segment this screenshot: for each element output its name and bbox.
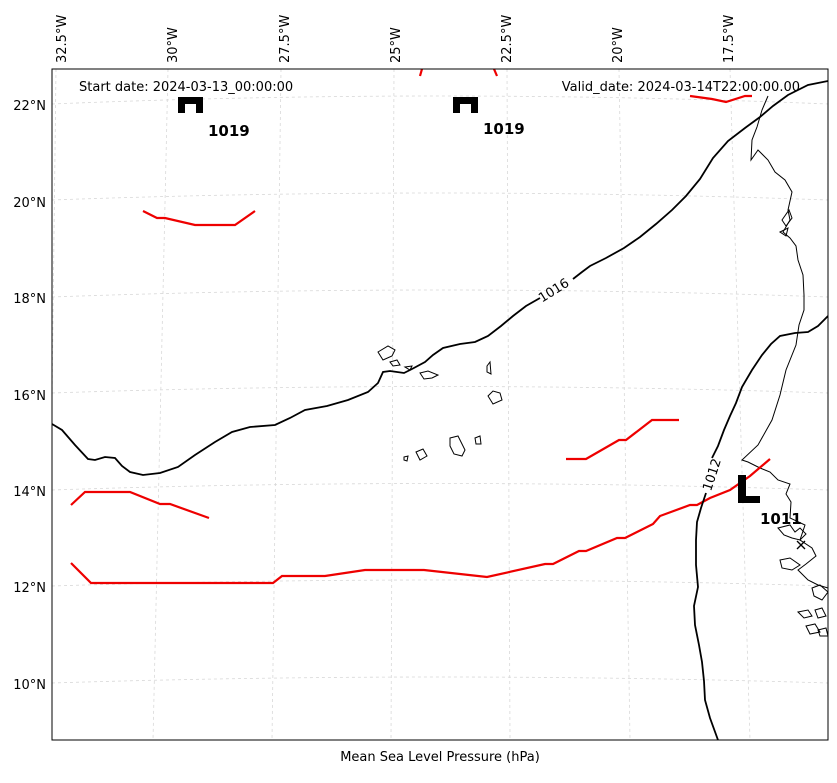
- island-sal: [486, 360, 492, 375]
- isobar-1016-label: 1016: [536, 276, 572, 306]
- lon-label: 27.5°W: [278, 15, 293, 63]
- lat-label: 18°N: [13, 292, 46, 307]
- valid-date: Valid_date: 2024-03-14T22:00:00.00: [562, 80, 800, 95]
- red-lines: [70, 69, 771, 585]
- cross-marker: [796, 540, 806, 550]
- longitude-labels: 32.5°W 30°W 27.5°W 25°W 22.5°W 20°W 17.5…: [55, 15, 737, 63]
- low-pressure-center: 1011: [738, 475, 802, 528]
- lat-label: 20°N: [13, 196, 46, 211]
- start-date: Start date: 2024-03-13_00:00:00: [79, 80, 293, 95]
- red-line: [70, 490, 210, 520]
- lon-label: 25°W: [389, 27, 404, 63]
- island-sao-nicolau: [403, 365, 413, 371]
- pressure-value: 1019: [483, 120, 525, 138]
- africa-coastline: [781, 208, 793, 227]
- island-maio: [474, 435, 482, 445]
- pressure-value: 1011: [760, 510, 802, 528]
- meridian-line: [729, 69, 751, 740]
- high-symbol: [453, 97, 478, 113]
- high-symbol: [178, 97, 203, 113]
- africa-coastline: [805, 623, 821, 635]
- latitude-labels: 22°N 20°N 18°N 16°N 14°N 12°N 10°N: [13, 99, 46, 693]
- meridian-line: [506, 69, 511, 740]
- red-line: [566, 418, 679, 461]
- parallel-line: [52, 289, 828, 298]
- meridian-line: [152, 69, 169, 740]
- meridian-line: [271, 69, 282, 740]
- africa-coastline: [817, 627, 828, 637]
- isobars: [52, 80, 828, 740]
- island-sao-vicente: [389, 359, 401, 367]
- red-line: [418, 69, 424, 77]
- map-caption: Mean Sea Level Pressure (hPa): [340, 750, 540, 765]
- lat-label: 16°N: [13, 389, 46, 404]
- island-santo-antao: [377, 345, 396, 361]
- parallel-line: [52, 95, 828, 105]
- lat-label: 22°N: [13, 99, 46, 114]
- meridian-line: [390, 69, 395, 740]
- red-line: [142, 210, 256, 227]
- lon-label: 22.5°W: [500, 15, 515, 63]
- africa-coastline: [779, 557, 801, 571]
- africa-coastline: [779, 227, 789, 237]
- island-santiago: [449, 435, 466, 457]
- island-islet: [419, 370, 440, 380]
- red-line: [70, 458, 771, 585]
- red-line: [492, 69, 499, 77]
- parallel-line: [52, 483, 828, 491]
- lat-label: 12°N: [13, 581, 46, 596]
- parallel-line: [52, 386, 828, 394]
- isobar-1012-line: [693, 315, 828, 740]
- isobar-1016-line: [52, 80, 828, 476]
- africa-coastline: [796, 609, 813, 619]
- lat-label: 10°N: [13, 678, 46, 693]
- lat-label: 14°N: [13, 485, 46, 500]
- graticule: [52, 69, 828, 740]
- lon-label: 32.5°W: [55, 15, 70, 63]
- map-frame: [51, 68, 829, 741]
- lon-label: 30°W: [166, 27, 181, 63]
- island-fogo: [415, 448, 428, 461]
- meridian-line: [618, 69, 631, 740]
- isobar-1012-label: 1012: [700, 457, 724, 493]
- low-symbol: [738, 475, 760, 503]
- pressure-value: 1019: [208, 122, 250, 140]
- parallel-line: [52, 192, 828, 201]
- high-pressure-center-2: 1019: [453, 97, 525, 138]
- lon-label: 17.5°W: [722, 15, 737, 63]
- parallel-line: [52, 676, 828, 684]
- africa-coastline: [811, 584, 828, 601]
- red-line: [689, 94, 752, 104]
- high-pressure-center-1: 1019: [178, 97, 250, 140]
- island-brava: [403, 455, 409, 462]
- africa-coastline: [777, 524, 807, 541]
- coastlines: [377, 95, 828, 637]
- africa-coastline: [814, 607, 827, 619]
- lon-label: 20°W: [611, 27, 626, 63]
- island-boa-vista: [487, 390, 503, 405]
